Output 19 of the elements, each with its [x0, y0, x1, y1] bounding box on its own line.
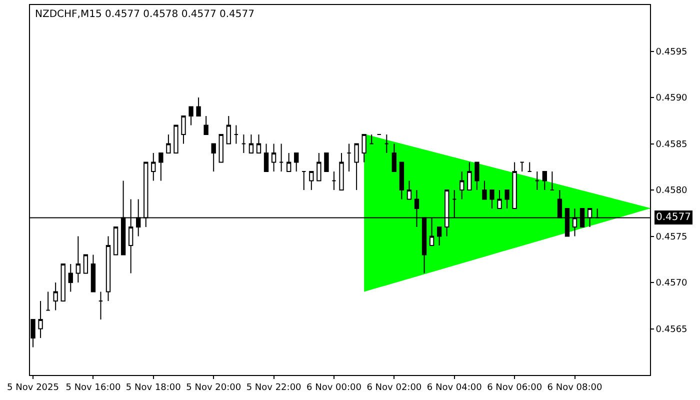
y-tick-label: 0.4595 — [656, 47, 688, 58]
y-tick-label: 0.4565 — [656, 324, 688, 335]
y-tick-label: 0.4575 — [656, 232, 688, 242]
x-tick-label: 5 Nov 20:00 — [186, 382, 242, 393]
y-tick-label: 0.4580 — [656, 186, 688, 196]
x-tick-label: 6 Nov 06:00 — [487, 382, 542, 393]
chart-title: NZDCHF,M15 0.4577 0.4578 0.4577 0.4577 — [35, 9, 254, 20]
x-tick-label: 5 Nov 18:00 — [126, 382, 182, 393]
x-tick-label: 5 Nov 2025 — [7, 382, 59, 393]
y-tick-label: 0.4590 — [656, 94, 688, 104]
ref-line-label: 0.4577 — [656, 212, 691, 223]
x-tick-label: 6 Nov 02:00 — [366, 382, 422, 393]
x-tick-label: 6 Nov 00:00 — [306, 382, 362, 393]
y-tick-label: 0.4585 — [656, 140, 688, 150]
x-tick-label: 5 Nov 16:00 — [66, 382, 121, 393]
x-tick-label: 5 Nov 22:00 — [246, 382, 302, 393]
x-tick-label: 6 Nov 04:00 — [426, 382, 482, 393]
x-tick-label: 6 Nov 08:00 — [547, 382, 603, 393]
y-tick-label: 0.4570 — [656, 278, 688, 289]
